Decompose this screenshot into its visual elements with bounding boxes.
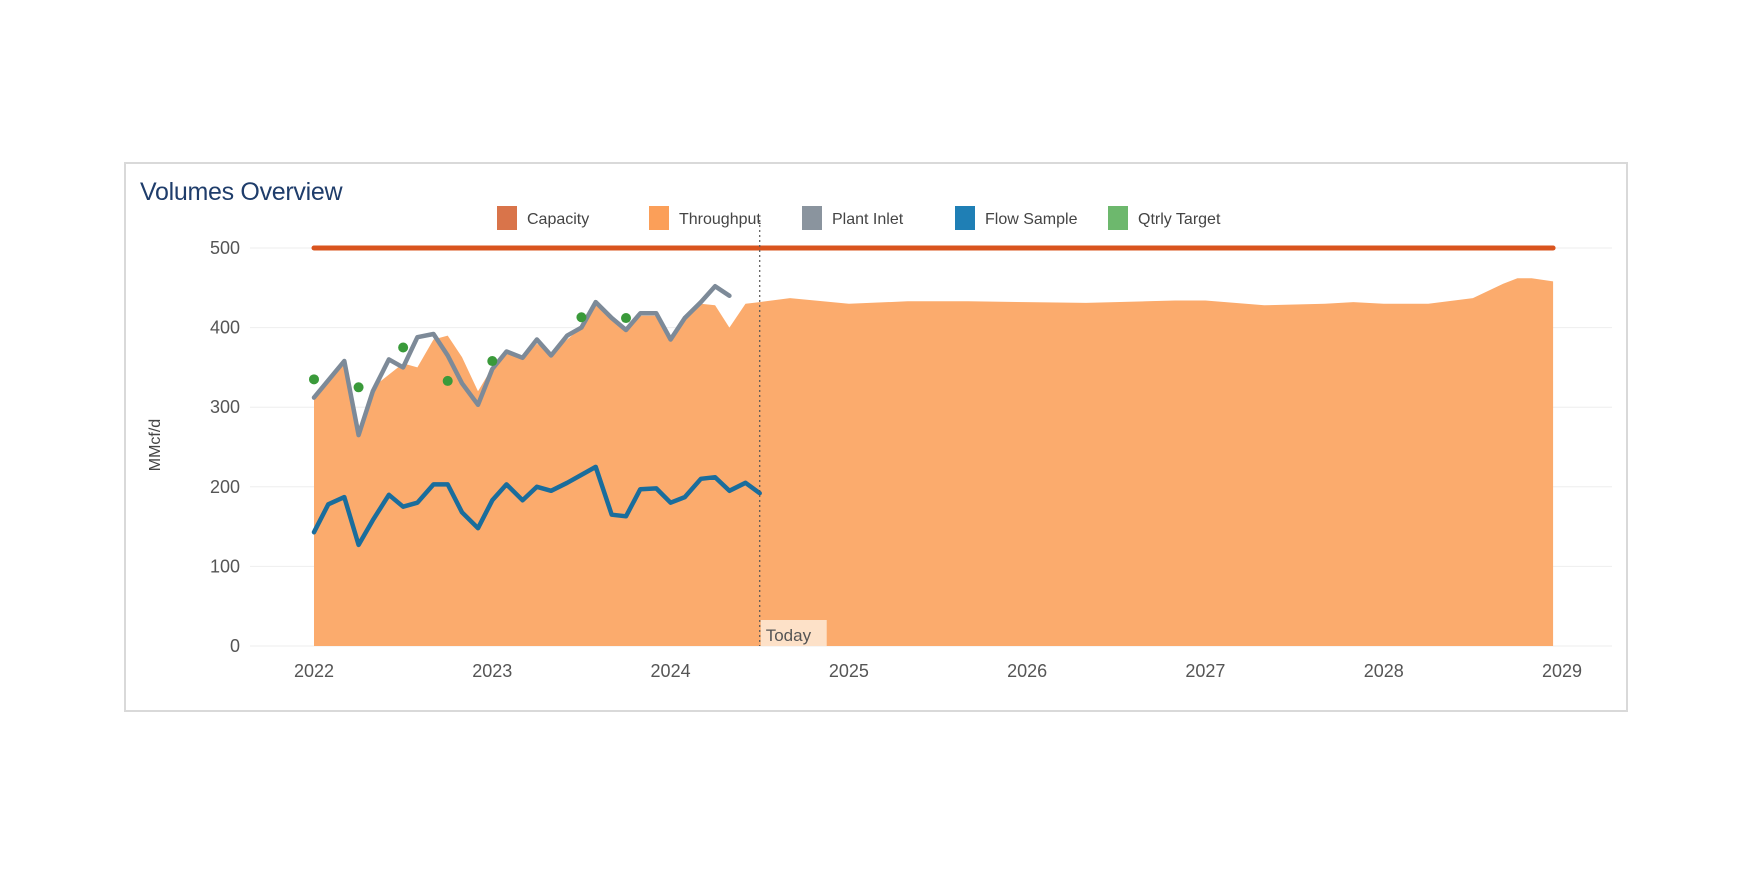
legend-label: Qtrly Target xyxy=(1138,211,1221,228)
legend: Capacity Throughput Plant Inlet Flow Sample… xyxy=(497,206,1221,230)
legend-item-flow-sample: Flow Sample xyxy=(955,206,1078,230)
y-tick-label: 0 xyxy=(230,636,240,656)
legend-item-qtrly-target: Qtrly Target xyxy=(1108,206,1221,230)
legend-label: Flow Sample xyxy=(985,211,1078,228)
y-tick-label: 100 xyxy=(210,556,240,576)
legend-swatch xyxy=(955,206,975,230)
legend-item-throughput: Throughput xyxy=(649,206,761,230)
y-tick-label: 500 xyxy=(210,238,240,258)
x-tick-label: 2023 xyxy=(472,661,512,681)
qtrly-target-point xyxy=(353,382,364,393)
y-tick-label: 200 xyxy=(210,477,240,497)
x-axis: 2022 2023 2024 2025 2026 2027 2028 2029 xyxy=(294,661,1582,681)
legend-item-capacity: Capacity xyxy=(497,206,589,230)
y-tick-label: 400 xyxy=(210,318,240,338)
qtrly-target-point xyxy=(309,374,319,385)
qtrly-target-point xyxy=(621,313,631,324)
y-axis-label: MMcf/d xyxy=(147,419,164,471)
x-tick-label: 2027 xyxy=(1185,661,1225,681)
legend-swatch xyxy=(649,206,669,230)
today-label-bg xyxy=(760,620,827,646)
x-tick-label: 2025 xyxy=(829,661,869,681)
legend-label: Throughput xyxy=(679,211,761,228)
legend-swatch xyxy=(1108,206,1128,230)
target-point-layer xyxy=(309,312,631,393)
qtrly-target-point xyxy=(487,356,498,367)
legend-label: Capacity xyxy=(527,211,589,228)
legend-label: Plant Inlet xyxy=(832,211,904,228)
today-label: Today xyxy=(766,626,812,645)
qtrly-target-point xyxy=(442,375,453,386)
legend-swatch xyxy=(497,206,517,230)
legend-swatch xyxy=(802,206,822,230)
x-tick-label: 2022 xyxy=(294,661,334,681)
qtrly-target-point xyxy=(576,312,587,323)
qtrly-target-point xyxy=(398,342,409,353)
x-tick-label: 2029 xyxy=(1542,661,1582,681)
flow-sample-line xyxy=(311,464,762,548)
line-layer xyxy=(311,245,1556,548)
plant-inlet-line xyxy=(311,283,732,438)
throughput-area xyxy=(314,278,1554,646)
y-tick-label: 300 xyxy=(210,397,240,417)
throughput-area-layer xyxy=(314,278,1554,646)
y-axis: 0 100 200 300 400 500 xyxy=(210,238,240,656)
chart-title: Volumes Overview xyxy=(140,178,343,206)
x-tick-label: 2024 xyxy=(651,661,691,681)
x-tick-label: 2026 xyxy=(1007,661,1047,681)
x-tick-label: 2028 xyxy=(1364,661,1404,681)
legend-item-plant-inlet: Plant Inlet xyxy=(802,206,904,230)
today-marker: Today xyxy=(759,220,827,646)
